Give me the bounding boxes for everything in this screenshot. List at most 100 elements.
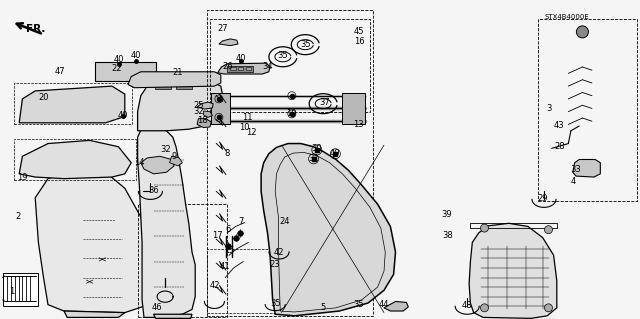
Text: 35: 35 [278,51,288,60]
Circle shape [481,224,488,232]
Text: 21: 21 [173,68,183,77]
Circle shape [481,304,488,312]
Polygon shape [261,144,396,316]
Bar [470,223,557,228]
Text: 13: 13 [353,120,364,129]
Text: 10: 10 [239,123,250,132]
Bar [14,83,132,124]
Text: 4: 4 [571,177,576,186]
Text: 34: 34 [262,62,273,70]
Polygon shape [469,223,557,318]
Bar [538,19,637,201]
Text: 35: 35 [353,300,364,308]
Text: 5: 5 [320,303,325,312]
Bar [176,85,192,89]
Text: 3: 3 [547,104,552,113]
Polygon shape [219,39,238,46]
Bar [211,93,230,124]
Bar [207,10,373,316]
Text: 36: 36 [148,186,159,195]
Polygon shape [204,111,212,117]
Polygon shape [128,72,221,88]
Bar [207,249,290,313]
Polygon shape [138,77,223,131]
Text: 16: 16 [355,37,365,46]
Text: 35: 35 [270,299,280,308]
Polygon shape [218,63,270,74]
Text: 24: 24 [280,217,290,226]
Text: 8: 8 [225,149,230,158]
Bar [227,66,253,72]
Text: 49: 49 [330,149,340,158]
Text: 18: 18 [197,116,207,125]
Polygon shape [64,311,125,317]
Text: 22: 22 [111,64,122,73]
Text: 47: 47 [54,67,65,76]
Circle shape [545,304,552,312]
Text: 14: 14 [134,158,145,167]
Text: 12: 12 [246,128,257,137]
Polygon shape [573,160,600,177]
Text: 23: 23 [270,260,280,269]
Text: 28: 28 [554,142,564,151]
Circle shape [545,226,552,234]
Circle shape [577,26,588,38]
Text: 19: 19 [17,173,28,182]
Bar [14,139,136,180]
Text: 15: 15 [224,246,234,255]
Polygon shape [19,140,131,179]
Text: 40: 40 [131,51,141,60]
Text: 31: 31 [308,154,319,163]
Text: 29: 29 [538,194,548,203]
Text: 9: 9 [172,152,177,161]
Polygon shape [19,86,125,123]
Text: 25: 25 [193,101,204,110]
Bar [342,93,365,124]
Text: 32: 32 [193,107,204,116]
Text: 39: 39 [442,210,452,219]
Bar [155,85,171,89]
Text: 37: 37 [320,98,330,107]
Text: 20: 20 [38,93,49,102]
Text: 33: 33 [571,165,581,174]
Polygon shape [197,102,213,109]
Polygon shape [154,314,192,318]
Text: 27: 27 [218,24,228,33]
Text: 43: 43 [554,121,564,130]
Text: 35: 35 [300,40,310,48]
Text: 6: 6 [226,225,231,234]
Bar [230,67,236,70]
Polygon shape [170,156,182,166]
Text: 46: 46 [152,303,162,312]
Bar [210,19,370,112]
Bar [246,67,251,70]
Text: 1: 1 [9,287,14,296]
Text: 17: 17 [212,231,223,240]
Bar [95,62,156,81]
Text: 32: 32 [161,145,171,154]
Bar [3,273,38,306]
Text: 48: 48 [462,301,472,310]
Text: 30: 30 [312,145,322,153]
Polygon shape [35,171,154,313]
Polygon shape [138,124,195,317]
Text: 45: 45 [353,27,364,36]
Text: STX4B4000E: STX4B4000E [544,14,589,19]
Polygon shape [141,156,174,174]
Bar [238,67,243,70]
Text: 7: 7 [239,217,244,226]
Text: 38: 38 [443,231,453,240]
Text: 26: 26 [223,62,233,71]
Text: 2: 2 [15,212,20,221]
Bar [138,204,227,317]
Text: 40: 40 [114,55,124,63]
Polygon shape [197,119,211,128]
Text: 11: 11 [243,113,253,122]
Text: 44: 44 [379,300,389,308]
Text: 41: 41 [220,262,230,271]
Text: 42: 42 [209,281,220,290]
Text: 10: 10 [287,109,297,118]
Polygon shape [384,301,408,311]
Text: 40: 40 [236,54,246,63]
Text: 40: 40 [118,111,128,120]
